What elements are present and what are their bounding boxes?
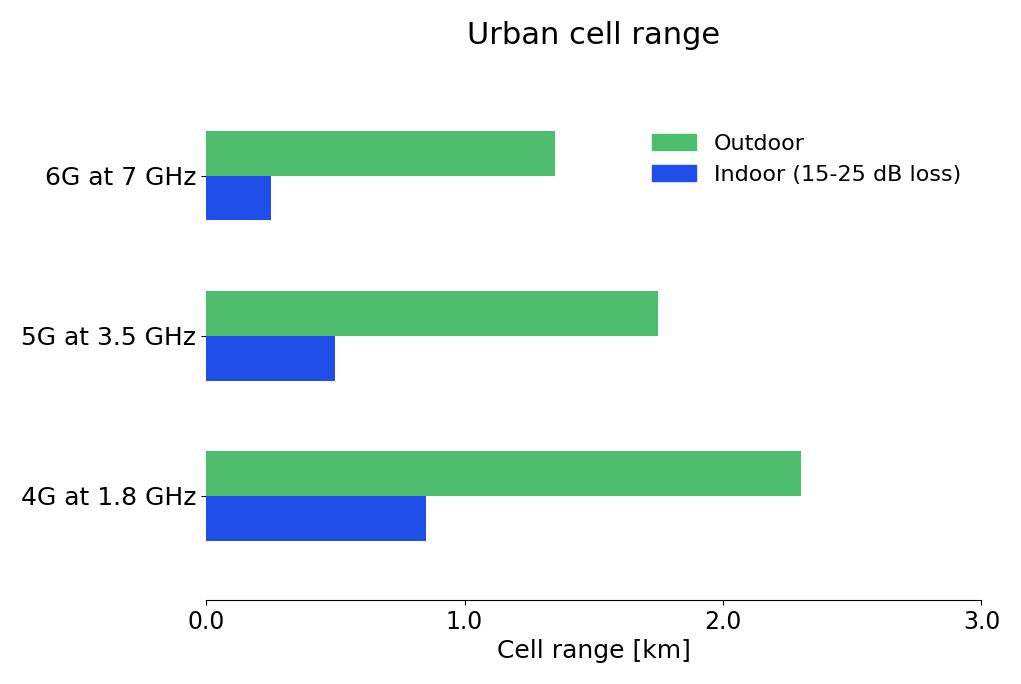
Title: Urban cell range: Urban cell range bbox=[468, 21, 721, 50]
X-axis label: Cell range [km]: Cell range [km] bbox=[497, 639, 690, 663]
Bar bbox=[206, 496, 426, 540]
Bar bbox=[206, 451, 800, 496]
Bar bbox=[206, 131, 555, 176]
Legend: Outdoor, Indoor (15-25 dB loss): Outdoor, Indoor (15-25 dB loss) bbox=[643, 125, 970, 194]
Bar bbox=[206, 291, 659, 336]
Bar bbox=[206, 336, 335, 380]
Bar bbox=[206, 176, 271, 220]
